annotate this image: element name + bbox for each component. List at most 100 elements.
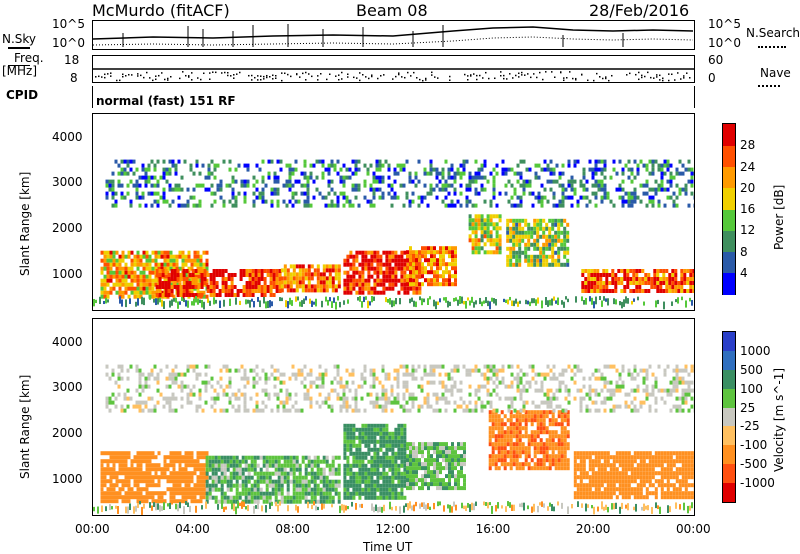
velocity-cell: [337, 455, 341, 460]
velocity-cell: [184, 471, 188, 476]
velocity-cell: [151, 479, 155, 484]
power-ground-scatter-cell: [495, 299, 497, 306]
power-cell: [669, 179, 673, 184]
velocity-cell: [533, 466, 537, 471]
velocity-cell: [557, 410, 561, 415]
velocity-cell: [594, 491, 598, 496]
velocity-cell: [654, 487, 658, 492]
velocity-cell: [397, 439, 401, 444]
power-cell: [367, 262, 371, 267]
power-cell: [430, 282, 433, 287]
nave-dot: [536, 76, 538, 79]
velocity-cell: [172, 495, 176, 500]
power-cell: [582, 187, 586, 192]
power-cell: [319, 276, 323, 281]
power-cell: [492, 195, 496, 200]
power-cell: [423, 183, 427, 188]
radar-title: McMurdo (fitACF): [92, 1, 230, 20]
velocity-cell: [436, 442, 439, 447]
velocity-cell: [361, 487, 365, 492]
power-cell: [585, 195, 589, 200]
velocity-cell: [494, 442, 498, 447]
power-cell: [234, 203, 238, 208]
power-cell: [196, 266, 200, 271]
velocity-cell: [654, 471, 658, 476]
velocity-cell: [211, 483, 215, 488]
velocity-cell: [539, 430, 543, 435]
velocity-cell: [427, 470, 430, 475]
power-cell: [246, 179, 250, 184]
velocity-cell: [563, 466, 567, 471]
power-cell: [627, 159, 631, 164]
velocity-cell: [615, 467, 619, 472]
velocity-cell: [181, 471, 185, 476]
velocity-cell: [533, 450, 537, 455]
power-cell: [193, 254, 197, 259]
power-cell: [587, 281, 591, 285]
velocity-cell: [439, 478, 442, 483]
power-cell: [614, 289, 618, 293]
nave-dot: [107, 73, 109, 75]
power-cell: [453, 179, 457, 184]
power-ground-scatter-cell: [155, 298, 157, 306]
velocity-cell: [560, 418, 564, 423]
power-cell: [596, 285, 600, 289]
power-cell: [313, 268, 317, 273]
power-cell: [233, 293, 237, 297]
power-cell: [366, 167, 370, 172]
power-cell: [614, 281, 618, 285]
velocity-cell: [136, 495, 140, 500]
velocity-cell: [548, 462, 552, 467]
power-cell: [551, 262, 555, 267]
velocity-cell: [672, 459, 676, 464]
power-cell: [680, 273, 684, 277]
velocity-cell: [639, 463, 643, 468]
velocity-cell: [666, 491, 670, 496]
velocity-cell: [415, 466, 418, 471]
power-cell: [693, 203, 694, 208]
velocity-cell: [106, 491, 110, 496]
velocity-cell: [193, 491, 197, 496]
velocity-cell: [109, 455, 113, 460]
velocity-cell: [609, 463, 613, 468]
power-cell: [492, 167, 496, 172]
nave-dot: [335, 75, 337, 77]
velocity-cell: [621, 455, 625, 460]
power-cell: [372, 175, 376, 180]
power-cell: [169, 258, 173, 263]
velocity-cell: [250, 491, 254, 496]
power-cell: [427, 270, 430, 275]
power-cell: [210, 171, 214, 176]
velocity-cell: [536, 446, 540, 451]
power-cell: [175, 282, 179, 287]
power-cell: [687, 159, 691, 164]
power-cell: [328, 280, 332, 285]
velocity-cell: [163, 467, 167, 472]
power-cell: [127, 274, 131, 279]
velocity-cell: [491, 454, 495, 459]
velocity-cell: [500, 438, 504, 443]
power-cell: [270, 159, 274, 164]
power-cell: [480, 175, 484, 180]
power-cell: [400, 262, 404, 267]
velocity-cell: [681, 475, 685, 480]
power-cell: [118, 290, 122, 295]
velocity-cell: [690, 451, 694, 456]
power-cell: [251, 289, 255, 293]
power-cell: [561, 199, 565, 204]
power-cell: [154, 250, 158, 255]
power-cell: [294, 159, 298, 164]
power-cell: [453, 191, 457, 196]
velocity-cell: [442, 446, 445, 451]
velocity-cell: [391, 439, 395, 444]
velocity-cell: [148, 491, 152, 496]
velocity-cell: [497, 418, 501, 423]
velocity-cell: [542, 414, 546, 419]
velocity-cell: [205, 467, 209, 472]
velocity-cell: [681, 491, 685, 496]
power-cell: [626, 285, 630, 289]
velocity-cell: [690, 491, 694, 496]
nave-dot: [599, 76, 601, 78]
power-cell: [279, 167, 283, 172]
velocity-cell: [463, 450, 466, 455]
